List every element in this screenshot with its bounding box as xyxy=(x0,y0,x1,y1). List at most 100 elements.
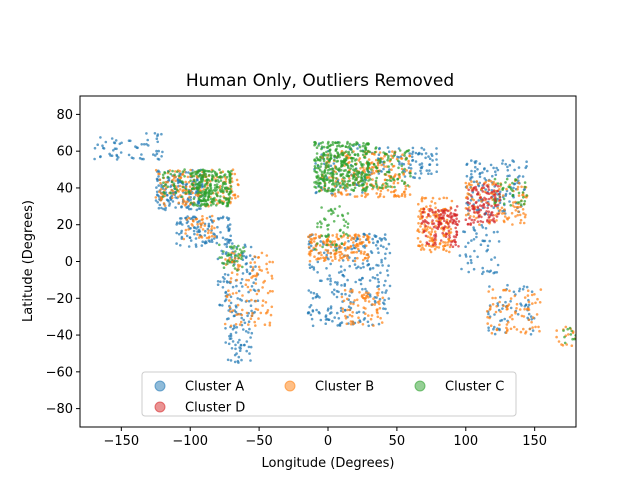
data-point xyxy=(199,207,202,210)
data-point xyxy=(332,293,336,296)
data-point xyxy=(316,163,320,167)
data-point xyxy=(416,228,420,231)
data-point xyxy=(314,236,318,240)
data-point xyxy=(424,234,428,238)
data-point xyxy=(253,320,256,324)
data-point xyxy=(380,237,384,241)
data-point xyxy=(384,186,388,189)
data-point xyxy=(523,185,527,189)
data-point xyxy=(184,191,187,194)
data-point xyxy=(248,272,252,275)
data-point xyxy=(166,180,169,184)
data-point xyxy=(329,240,332,243)
data-point xyxy=(390,168,393,171)
data-point xyxy=(339,234,343,238)
data-point xyxy=(425,205,428,208)
data-point xyxy=(345,162,348,166)
data-point xyxy=(99,136,102,139)
data-point xyxy=(182,237,186,241)
data-point xyxy=(211,174,214,177)
data-point xyxy=(200,177,203,180)
data-point xyxy=(377,170,380,173)
y-tick-label: −80 xyxy=(46,402,73,417)
data-point xyxy=(194,237,198,240)
data-point xyxy=(357,321,360,324)
data-point xyxy=(344,314,347,318)
data-point xyxy=(234,323,238,326)
data-point xyxy=(157,149,160,153)
data-point xyxy=(235,313,238,317)
data-point xyxy=(506,283,509,287)
data-point xyxy=(256,308,260,312)
data-point xyxy=(257,265,261,269)
data-point xyxy=(197,198,201,201)
data-point xyxy=(245,349,248,353)
data-point xyxy=(315,190,318,194)
data-point xyxy=(233,360,237,364)
data-point xyxy=(234,250,237,253)
data-point xyxy=(158,190,161,193)
data-point xyxy=(470,187,473,190)
data-point xyxy=(487,290,491,293)
data-point xyxy=(488,239,492,243)
data-point xyxy=(421,220,425,223)
data-point xyxy=(319,318,323,322)
data-point xyxy=(331,243,335,247)
data-point xyxy=(340,246,343,249)
data-point xyxy=(373,299,377,303)
data-point xyxy=(225,280,229,283)
data-point xyxy=(353,299,357,302)
data-point xyxy=(184,228,188,232)
data-point xyxy=(250,309,253,313)
legend-label: Cluster B xyxy=(315,380,374,395)
data-point xyxy=(140,157,144,161)
data-point xyxy=(364,299,367,303)
data-point xyxy=(193,170,196,174)
data-point xyxy=(215,241,219,245)
data-point xyxy=(221,216,224,220)
data-point xyxy=(247,320,251,324)
data-point xyxy=(445,249,448,253)
data-point xyxy=(513,294,517,298)
data-point xyxy=(417,215,420,218)
data-point xyxy=(409,171,412,175)
data-point xyxy=(353,143,356,146)
y-tick-label: 40 xyxy=(56,181,73,196)
data-point xyxy=(196,202,200,205)
data-point xyxy=(189,198,192,202)
data-point xyxy=(357,233,360,237)
data-point xyxy=(375,166,378,170)
data-point xyxy=(352,181,355,185)
data-point xyxy=(384,279,387,283)
data-point xyxy=(362,235,365,238)
data-point xyxy=(371,237,375,241)
data-point xyxy=(203,224,207,227)
data-point xyxy=(185,221,189,225)
data-point xyxy=(219,195,222,198)
data-point xyxy=(465,163,469,166)
data-point xyxy=(336,281,339,284)
data-point xyxy=(470,204,474,208)
data-point xyxy=(194,243,198,246)
data-point xyxy=(167,179,171,182)
data-point xyxy=(346,186,349,189)
data-point xyxy=(349,245,352,248)
data-point xyxy=(527,303,531,307)
data-point xyxy=(361,184,364,187)
data-point xyxy=(237,355,241,359)
data-point xyxy=(249,265,252,269)
data-point xyxy=(328,158,331,162)
data-point xyxy=(317,252,321,255)
data-point xyxy=(386,311,389,315)
data-point xyxy=(499,310,502,314)
data-point xyxy=(224,291,227,295)
data-point xyxy=(184,232,187,235)
data-point xyxy=(367,263,371,266)
data-point xyxy=(356,174,359,177)
data-point xyxy=(527,307,530,310)
data-point xyxy=(163,192,167,195)
data-point xyxy=(201,215,204,218)
data-point xyxy=(522,315,526,318)
data-point xyxy=(526,289,530,293)
